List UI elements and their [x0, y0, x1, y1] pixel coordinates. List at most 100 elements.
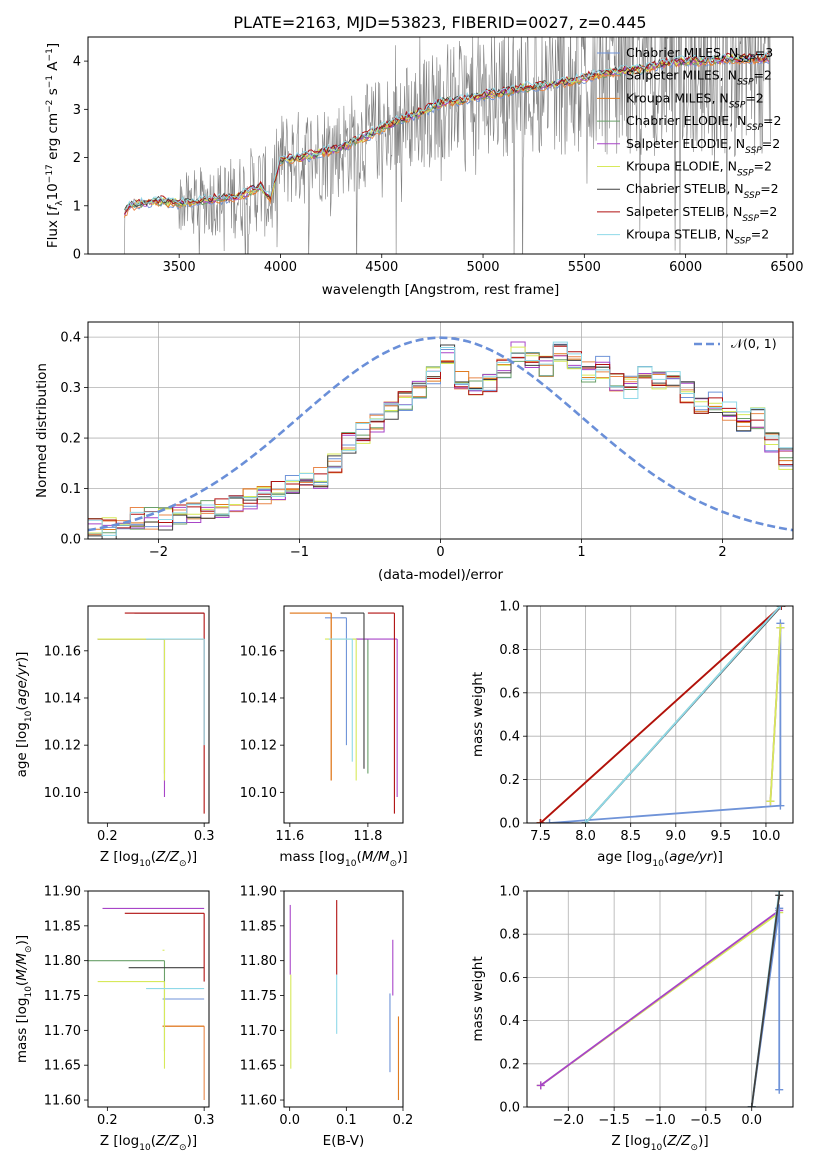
legend-entry: Kroupa STELIB, NSSP=2	[626, 227, 769, 247]
histogram-step-salpeter-elodie	[88, 341, 793, 529]
x-tick-label: 0.0	[279, 1113, 300, 1128]
histogram-step-chabrier-elodie	[88, 352, 793, 534]
x-tick-label: 4000	[264, 260, 297, 275]
x-tick-label: 5000	[466, 260, 499, 275]
y-tick-label: 0.0	[60, 533, 81, 548]
y-tick-label: 11.75	[240, 989, 277, 1004]
x-axis-label: wavelength [Angstrom, rest frame]	[322, 282, 560, 298]
plot-area	[289, 612, 398, 814]
y-tick-label: 0.2	[60, 432, 81, 447]
y-tick-label: 10.12	[240, 739, 277, 754]
y-axis-label: mass weight	[470, 956, 486, 1041]
weight-marker	[775, 891, 784, 900]
y-tick-label: 11.90	[240, 885, 277, 900]
legend-entry: Kroupa ELODIE, NSSP=2	[626, 159, 772, 179]
x-axis-label: age [log10(age/yr)]	[597, 849, 723, 869]
y-tick-label: 0.2	[499, 773, 520, 788]
x-tick-label: 11.6	[275, 829, 304, 844]
axes-frame	[87, 890, 210, 1108]
legend: Chabrier MILES, NSSP=3 Salpeter MILES, NS…	[597, 45, 781, 247]
weight-marker	[766, 797, 775, 806]
y-tick-label: 0.8	[499, 928, 520, 943]
weight-vs-metallicity-panel: −2.0 −1.5 −1.0 −0.5 0.0 0.0 0.2 0.4 0.6 0.8 1.0 Z […	[470, 885, 794, 1153]
y-tick-label: 0.4	[499, 730, 520, 745]
x-tick-label: 9.0	[665, 829, 686, 844]
x-tick-label: −1	[290, 545, 309, 560]
x-tick-label: 7.5	[530, 829, 551, 844]
y-tick-label: 0.6	[499, 686, 520, 701]
x-axis-label: mass [log10(M/M⊙)]	[279, 849, 407, 869]
weight-marker	[776, 623, 785, 632]
y-tick-label: 1.0	[499, 600, 520, 615]
y-tick-label: 11.85	[44, 919, 81, 934]
age-vs-metallicity-panel: 0.2 0.3 10.10 10.12 10.14 10.16 Z [log10(Z/Z⊙)…	[14, 605, 215, 869]
weight-marker	[777, 606, 786, 610]
x-tick-label: 0.0	[741, 1113, 762, 1128]
y-tick-label: 11.60	[44, 1094, 81, 1109]
y-tick-label: 0.8	[499, 643, 520, 658]
weight-marker	[776, 606, 785, 610]
y-axis-label: Flux [fλ10−17 erg cm−2 s−1 A−1]	[45, 43, 65, 248]
y-tick-label: 0	[73, 248, 81, 263]
x-tick-label: 9.5	[711, 829, 732, 844]
x-tick-label: 0.3	[194, 829, 215, 844]
y-tick-label: 11.70	[44, 1024, 81, 1039]
y-tick-label: 3	[73, 103, 81, 118]
axes-frame	[283, 605, 404, 824]
mass-vs-ebv-panel: 0.0 0.1 0.2 11.60 11.65 11.70 11.75 11.80 11.85 1…	[240, 885, 414, 1150]
x-tick-label: −2	[149, 545, 168, 560]
y-tick-label: 10.14	[240, 691, 277, 706]
legend-entry: Salpeter MILES, NSSP=2	[626, 68, 772, 88]
age-vs-mass-panel: 11.6 11.8 10.10 10.12 10.14 10.16 mass [log10(…	[240, 605, 408, 869]
y-tick-label: 11.80	[240, 954, 277, 969]
y-tick-label: 0.1	[60, 482, 81, 497]
y-tick-label: 0.4	[60, 331, 81, 346]
weight-vs-age-panel: 7.5 8.0 8.5 9.0 9.5 10.0 0.0 0.2 0.4 0.6 0.8 1.0 age…	[470, 600, 794, 869]
y-tick-label: 11.85	[240, 919, 277, 934]
x-tick-label: 10.0	[751, 829, 780, 844]
x-tick-label: −1.5	[598, 1113, 630, 1128]
y-tick-label: 10.10	[240, 786, 277, 801]
y-axis-label: age [log10(age/yr)]	[14, 652, 34, 778]
y-tick-label: 0.0	[499, 1101, 520, 1116]
y-axis-label: mass [log10(M/M⊙)]	[14, 935, 34, 1063]
legend-entry: Kroupa MILES, NSSP=2	[626, 90, 764, 110]
plot-area	[536, 606, 786, 823]
y-tick-label: 10.10	[44, 786, 81, 801]
x-tick-label: 3500	[163, 260, 196, 275]
weight-line-kroupa-elodie	[769, 627, 782, 802]
plot-area	[97, 612, 205, 814]
histogram-step-salpeter-miles	[88, 353, 793, 536]
y-axis-label: Normed distribution	[34, 363, 50, 498]
plot-area	[289, 900, 400, 1101]
x-tick-label: −2.0	[552, 1113, 584, 1128]
y-tick-label: 11.60	[240, 1094, 277, 1109]
x-tick-label: 0.3	[194, 1113, 215, 1128]
axes-frame	[526, 605, 794, 824]
legend-entry: Chabrier STELIB, NSSP=2	[626, 181, 779, 201]
x-tick-label: 0.2	[97, 829, 118, 844]
weight-marker	[581, 819, 590, 823]
x-tick-label: 0.2	[97, 1113, 118, 1128]
y-tick-label: 10.16	[44, 644, 81, 659]
data-spectrum-line	[124, 37, 771, 254]
x-tick-label: 1	[577, 545, 585, 560]
normal-curve	[88, 336, 793, 532]
weight-marker	[775, 1085, 784, 1094]
weight-line-chabrier-miles	[549, 623, 782, 823]
legend-entry: Salpeter STELIB, NSSP=2	[626, 204, 777, 224]
x-tick-label: 5500	[568, 260, 601, 275]
x-axis-label: Z [log10(Z/Z⊙)]	[611, 1133, 708, 1153]
x-tick-label: 8.5	[620, 829, 641, 844]
legend-entry: Chabrier MILES, NSSP=3	[626, 45, 773, 65]
histogram-step-kroupa-stelib	[88, 341, 793, 536]
weight-line-kroupa-stelib	[584, 606, 782, 823]
histogram-step-chabrier-stelib	[88, 344, 793, 539]
axes-frame	[87, 36, 794, 255]
y-tick-label: 10.14	[44, 691, 81, 706]
x-tick-label: 6000	[669, 260, 702, 275]
mass-vs-metallicity-panel: 0.2 0.3 11.60 11.65 11.70 11.75 11.80 11.85 11.9…	[14, 885, 215, 1154]
y-tick-label: 11.90	[44, 885, 81, 900]
weight-marker	[536, 819, 545, 823]
